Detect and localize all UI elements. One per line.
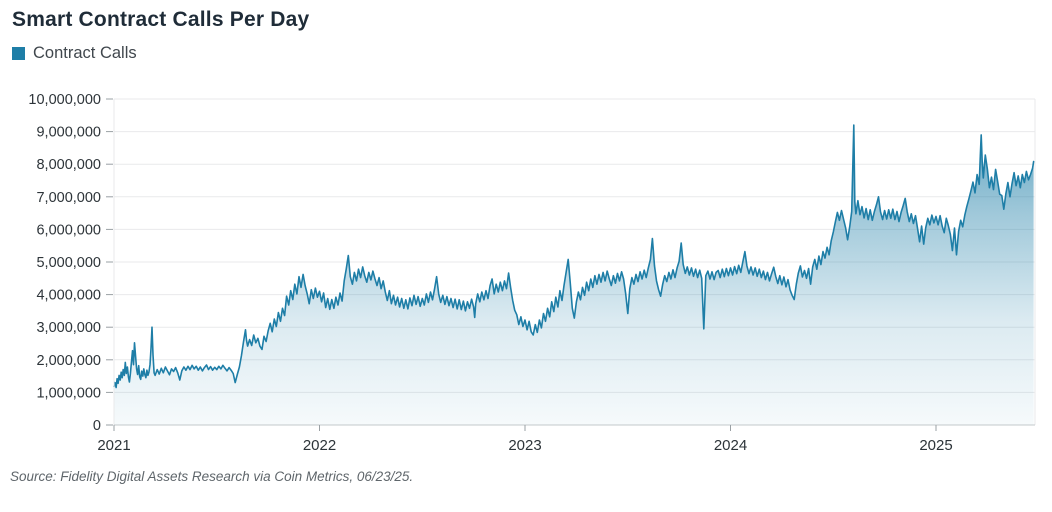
y-tick-label: 1,000,000 <box>36 385 101 401</box>
x-axis-labels: 2021 2022 2023 2024 2025 <box>97 437 952 454</box>
legend: Contract Calls <box>12 43 1052 63</box>
x-tick-label: 2025 <box>919 437 952 454</box>
x-tick-marks <box>113 425 937 431</box>
y-tick-label: 9,000,000 <box>36 125 101 141</box>
contract-calls-line <box>113 124 1035 389</box>
y-tick-label: 2,000,000 <box>36 353 101 369</box>
chart-title: Smart Contract Calls Per Day <box>12 8 310 31</box>
y-axis-labels: 0 1,000,000 2,000,000 3,000,000 4,000,000 5,0… <box>28 92 101 434</box>
contract-calls-chart: 0 1,000,000 2,000,000 3,000,000 4,000,000 5,0… <box>28 92 1036 454</box>
source-note: Source: Fidelity Digital Assets Research… <box>10 469 414 484</box>
y-tick-label: 4,000,000 <box>36 288 101 304</box>
contract-calls-area <box>114 125 1034 425</box>
x-tick-label: 2021 <box>97 437 130 454</box>
y-tick-label: 8,000,000 <box>36 157 101 173</box>
legend-label-contract-calls: Contract Calls <box>33 43 137 62</box>
y-tick-label: 10,000,000 <box>28 92 101 108</box>
y-tick-marks <box>106 98 113 426</box>
y-tick-label: 3,000,000 <box>36 320 101 336</box>
y-tick-label: 7,000,000 <box>36 190 101 206</box>
y-tick-label: 5,000,000 <box>36 255 101 271</box>
x-tick-label: 2023 <box>508 437 541 454</box>
legend-swatch-contract-calls <box>12 46 25 60</box>
x-tick-label: 2022 <box>303 437 336 454</box>
y-tick-label: 6,000,000 <box>36 222 101 238</box>
y-tick-label: 0 <box>93 418 101 434</box>
x-tick-label: 2024 <box>714 437 747 454</box>
